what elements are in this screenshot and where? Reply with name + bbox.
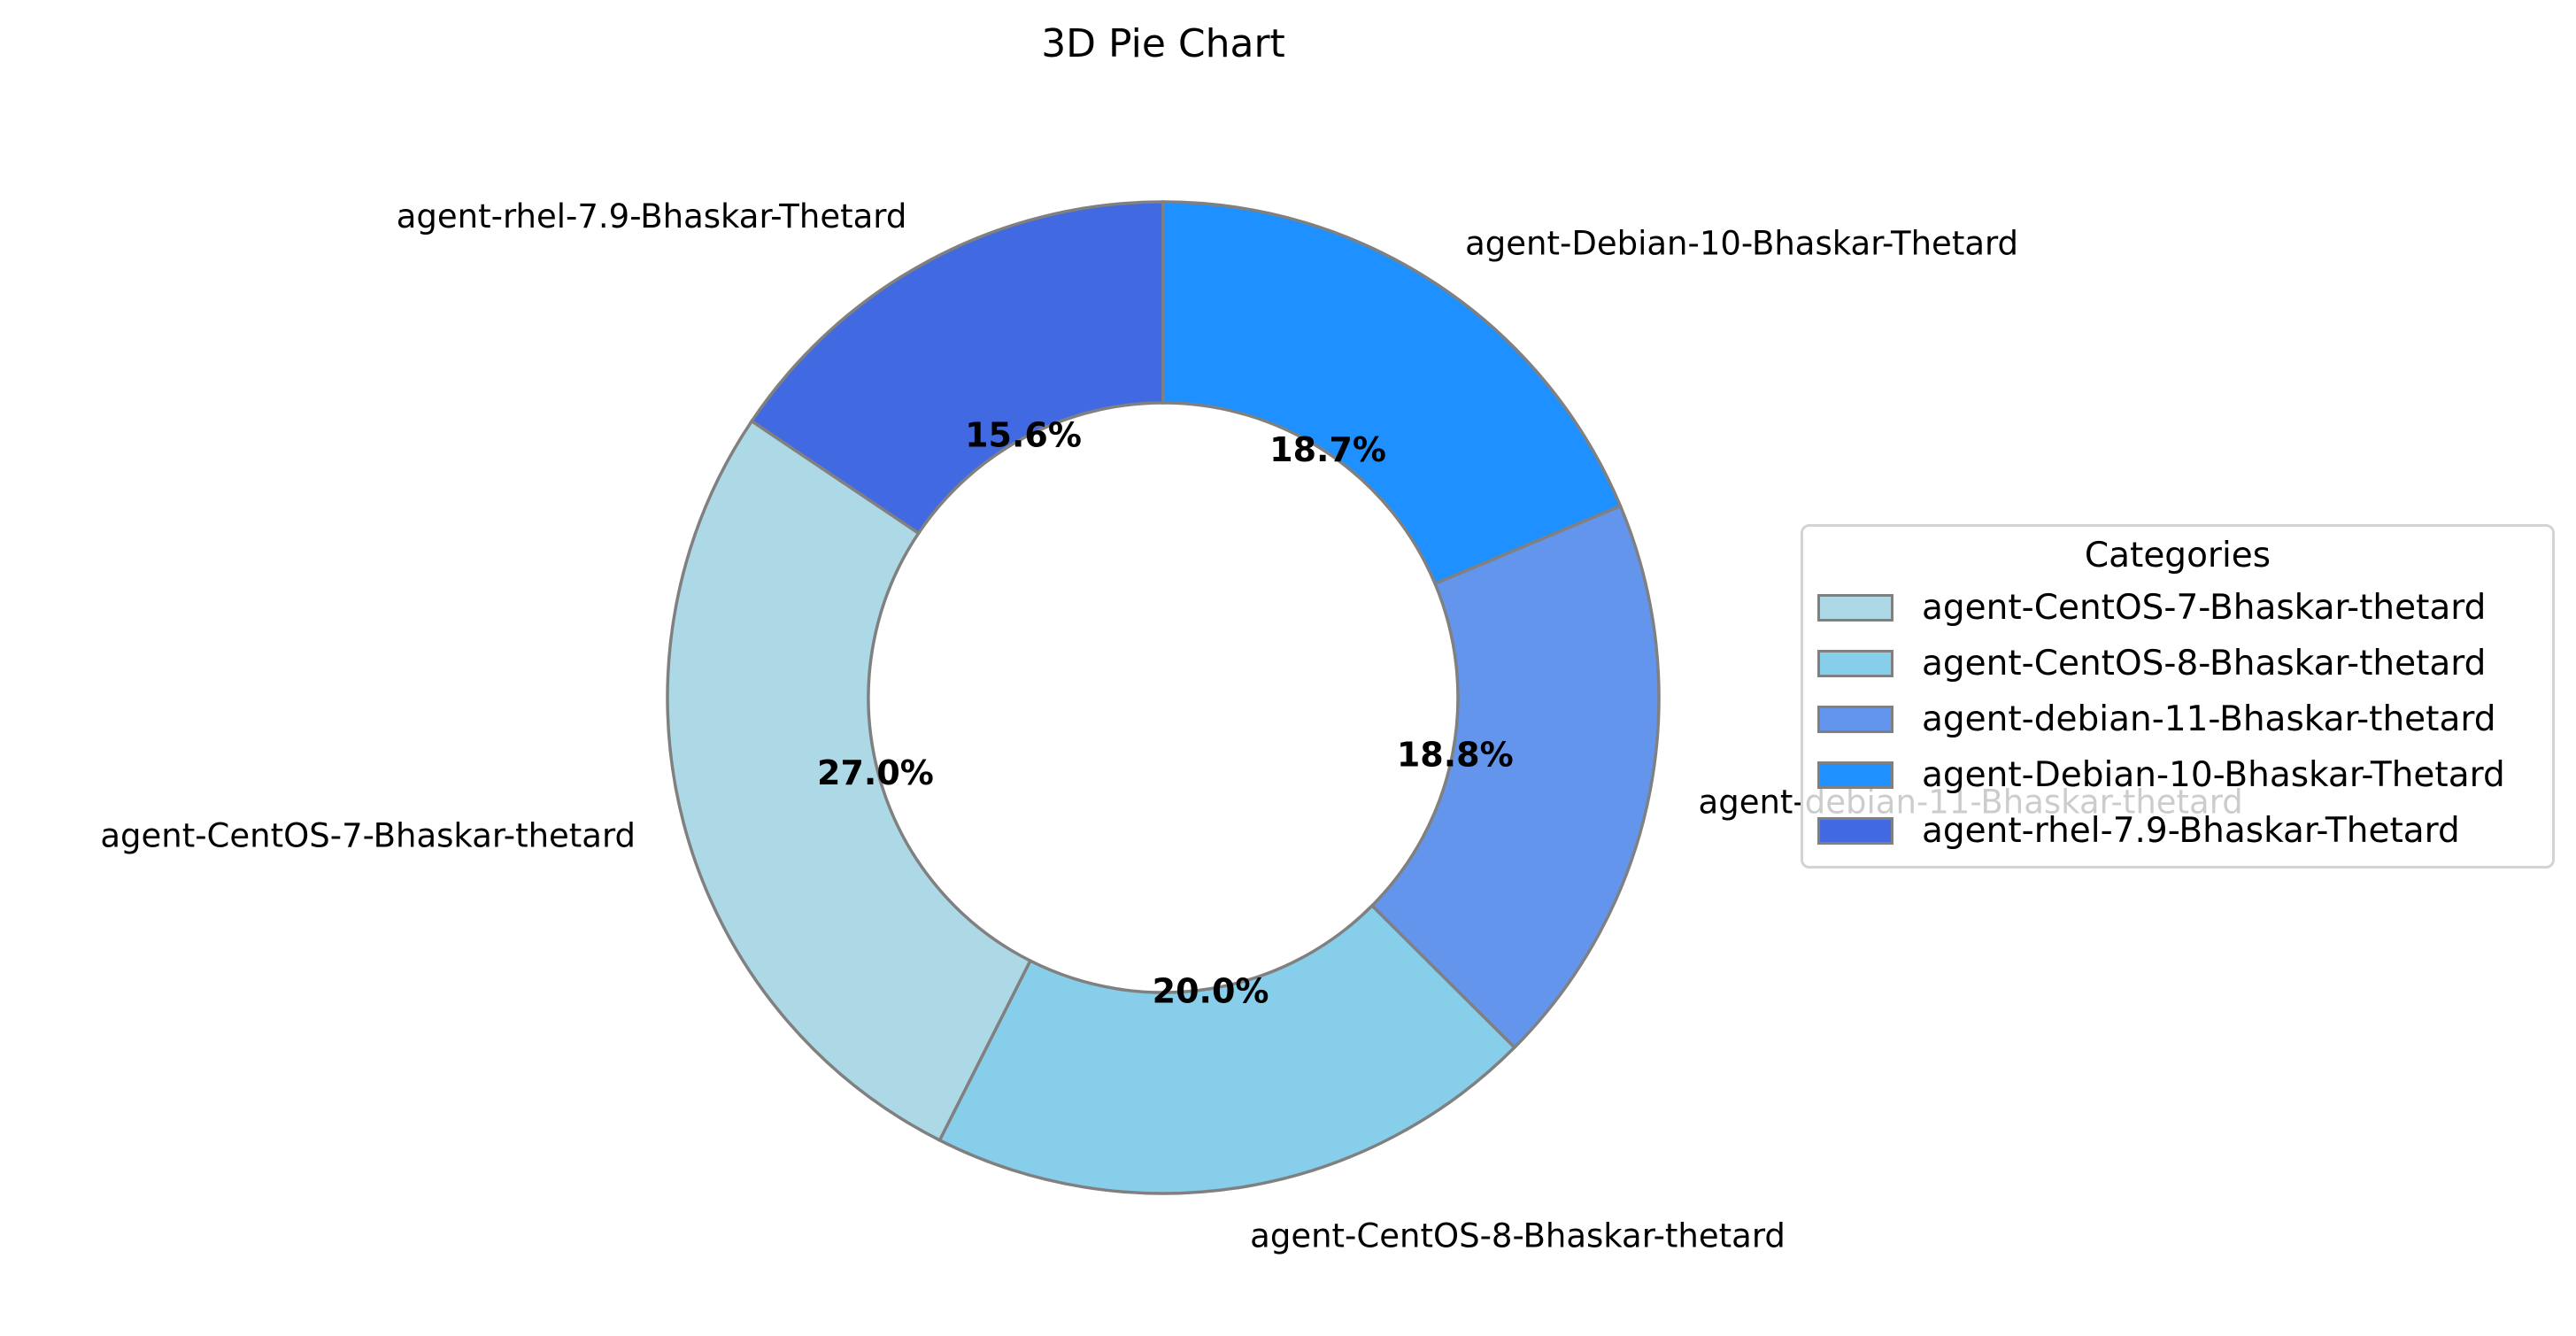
legend-item: agent-CentOS-8-Bhaskar-thetard bbox=[1817, 641, 2486, 685]
legend-title: Categories bbox=[2084, 536, 2271, 575]
legend-label: agent-rhel-7.9-Bhaskar-Thetard bbox=[1922, 810, 2460, 851]
pie-slice bbox=[1369, 504, 1661, 1050]
legend: Categories agent-CentOS-7-Bhaskar-thetar… bbox=[1801, 524, 2555, 869]
pie-slice bbox=[749, 200, 1165, 536]
legend-item: agent-CentOS-7-Bhaskar-thetard bbox=[1817, 585, 2486, 629]
legend-swatch bbox=[1817, 705, 1893, 733]
legend-swatch bbox=[1817, 649, 1893, 677]
percent-labels: 15.6% 27.0% 20.0% 18.8% 18.7% bbox=[817, 415, 1514, 1010]
legend-label: agent-CentOS-7-Bhaskar-thetard bbox=[1922, 587, 2487, 628]
percent-label: 20.0% bbox=[1153, 972, 1269, 1011]
percent-label: 27.0% bbox=[817, 753, 934, 792]
percent-label: 18.7% bbox=[1269, 430, 1386, 469]
pie-slice bbox=[1161, 200, 1623, 586]
percent-label: 18.8% bbox=[1397, 735, 1514, 774]
pie-slices bbox=[666, 200, 1661, 1195]
slice-label: agent-CentOS-8-Bhaskar-thetard bbox=[1250, 1217, 1785, 1255]
legend-swatch bbox=[1817, 761, 1893, 789]
slice-label: agent-Debian-10-Bhaskar-Thetard bbox=[1465, 225, 2018, 263]
legend-label: agent-CentOS-8-Bhaskar-thetard bbox=[1922, 643, 2487, 683]
pie-slice bbox=[666, 419, 1033, 1143]
percent-label: 15.6% bbox=[965, 415, 1082, 454]
legend-swatch bbox=[1817, 593, 1893, 622]
legend-swatch bbox=[1817, 816, 1893, 845]
legend-item: agent-debian-11-Bhaskar-thetard bbox=[1817, 697, 2495, 741]
pie-slice bbox=[937, 903, 1517, 1195]
slice-label: agent-rhel-7.9-Bhaskar-Thetard bbox=[397, 197, 907, 236]
chart-title: 3D Pie Chart bbox=[1041, 21, 1285, 66]
legend-label: agent-debian-11-Bhaskar-thetard bbox=[1922, 699, 2496, 739]
legend-label: agent-Debian-10-Bhaskar-Thetard bbox=[1922, 754, 2505, 795]
legend-item: agent-rhel-7.9-Bhaskar-Thetard bbox=[1817, 808, 2460, 853]
slice-label: agent-CentOS-7-Bhaskar-thetard bbox=[100, 816, 636, 854]
legend-item: agent-Debian-10-Bhaskar-Thetard bbox=[1817, 753, 2505, 797]
